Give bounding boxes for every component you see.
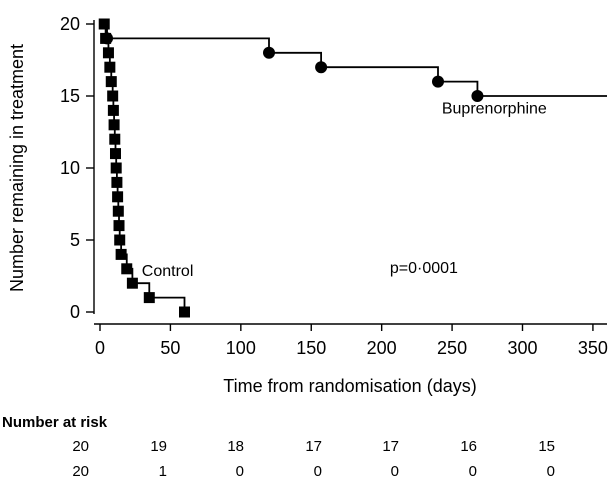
risk-value: 0	[468, 463, 477, 480]
x-tick-label: 100	[226, 338, 256, 358]
y-tick-label: 20	[60, 14, 80, 34]
x-tick-label: 200	[367, 338, 397, 358]
x-tick-label: 250	[437, 338, 467, 358]
risk-value: 17	[305, 438, 322, 455]
risk-value: 20	[72, 463, 89, 480]
data-point	[107, 90, 119, 102]
risk-value: 20	[72, 438, 89, 455]
data-point	[108, 119, 120, 131]
risk-value: 16	[460, 438, 477, 455]
data-point	[107, 104, 119, 116]
y-axis-label: Number remaining in treatment	[7, 44, 27, 292]
risk-table-title: Number at risk	[2, 414, 108, 431]
x-tick-label: 350	[578, 338, 608, 358]
data-point	[105, 76, 117, 88]
x-tick-label: 0	[95, 338, 105, 358]
data-point	[121, 263, 133, 275]
y-tick-label: 10	[60, 158, 80, 178]
annotation-layer: Buprenorphine Control p=0·0001	[142, 100, 547, 280]
data-point	[315, 61, 328, 74]
data-point	[102, 47, 114, 59]
x-tick-label: 300	[507, 338, 537, 358]
data-point	[179, 306, 190, 318]
data-point	[263, 46, 275, 59]
data-point	[143, 292, 155, 304]
risk-value: 0	[390, 463, 399, 480]
data-point	[432, 75, 444, 88]
data-point	[109, 148, 121, 160]
data-point	[111, 176, 123, 188]
risk-value: 0	[235, 463, 244, 480]
risk-row-buprenorphine: 20 19 18 17 17 16 15 15	[0, 438, 611, 458]
data-point	[104, 61, 116, 73]
risk-value: 0	[313, 463, 322, 480]
risk-value: 1	[158, 463, 167, 480]
series-layer	[98, 18, 607, 318]
data-point	[471, 90, 484, 102]
risk-value: 0	[546, 463, 555, 480]
x-axis-label: Time from randomisation (days)	[223, 376, 476, 396]
data-point	[113, 220, 125, 232]
annotation-label: Buprenorphine	[442, 100, 547, 117]
data-point	[100, 32, 112, 44]
x-tick-label: 50	[160, 338, 180, 358]
risk-value: 15	[538, 438, 555, 455]
data-point	[110, 162, 122, 174]
y-tick-label: 15	[60, 86, 80, 106]
data-point	[126, 277, 138, 289]
risk-value: 19	[150, 438, 167, 455]
data-point	[115, 248, 127, 260]
data-point	[112, 205, 124, 217]
data-point	[109, 133, 121, 145]
data-point	[98, 18, 110, 30]
data-point	[114, 234, 126, 246]
x-tick-label: 150	[296, 338, 326, 358]
data-point	[112, 191, 124, 203]
risk-value: 15	[592, 438, 611, 455]
y-tick-label: 0	[70, 302, 80, 322]
series-line-buprenorphine	[100, 23, 607, 97]
annotation-label: Control	[142, 263, 194, 280]
y-tick-label: 5	[70, 230, 80, 250]
risk-row-control: 201000000	[0, 463, 611, 483]
risk-value: 17	[382, 438, 399, 455]
annotation-label: p=0·0001	[390, 260, 458, 277]
risk-value: 18	[227, 438, 244, 455]
risk-value: 0	[592, 463, 611, 480]
